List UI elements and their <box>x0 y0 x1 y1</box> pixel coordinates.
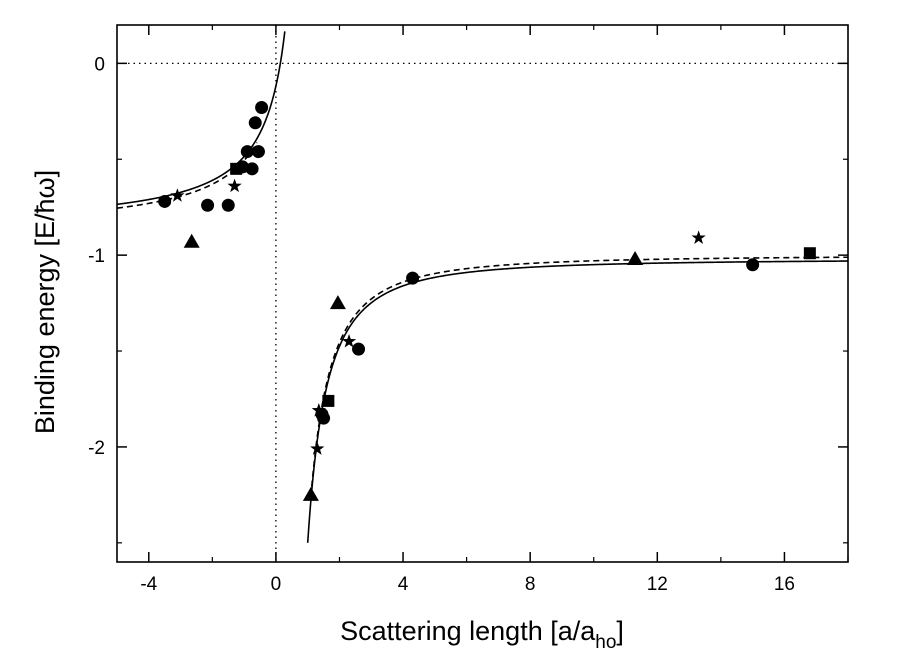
circle-marker <box>746 258 760 272</box>
triangle-marker <box>183 233 200 248</box>
circle-marker <box>352 342 366 356</box>
dashed-curve-negative-branch <box>117 142 258 209</box>
circle-marker <box>240 145 254 159</box>
triangle-marker <box>329 295 346 310</box>
circle-marker <box>251 145 265 159</box>
y-tick-label: -2 <box>88 438 105 459</box>
star-marker <box>341 333 357 348</box>
star-marker <box>311 402 326 417</box>
y-tick-label: -1 <box>88 246 105 267</box>
circle-marker <box>406 271 420 285</box>
x-tick-label: 12 <box>647 574 668 595</box>
x-axis-title: Scattering length [a/aho] <box>340 616 624 653</box>
triangle-marker <box>302 486 319 501</box>
circle-marker <box>317 411 331 425</box>
circle-marker <box>248 116 262 130</box>
y-axis-title: Binding energy [E/ħω] <box>30 170 60 434</box>
circle-marker <box>245 162 259 176</box>
circle-marker <box>201 198 215 212</box>
star-marker <box>227 178 242 193</box>
x-axis-title-end: ] <box>616 616 624 646</box>
x-tick-label: 16 <box>774 574 795 595</box>
x-tick-label: 0 <box>271 574 282 595</box>
y-tick-label: 0 <box>94 54 105 75</box>
x-axis-title-main: Scattering length [a/a <box>340 616 596 646</box>
dashed-curve-positive-branch <box>310 256 848 497</box>
circle-marker <box>255 100 269 114</box>
plot-frame <box>116 24 849 563</box>
axes: -4 0 4 8 12 16 0 -1 -2 <box>88 24 849 595</box>
x-tick-label: -4 <box>140 574 157 595</box>
solid-curve-positive-branch <box>306 260 848 543</box>
data-point-markers <box>158 100 816 501</box>
triangle-marker <box>627 250 644 265</box>
circle-marker <box>221 198 235 212</box>
data-marks <box>117 25 848 562</box>
circle-marker <box>158 194 172 208</box>
axis-labels: Scattering length [a/aho] Binding energy… <box>30 170 624 653</box>
star-marker <box>170 188 185 202</box>
square-marker <box>230 162 243 175</box>
x-axis-title-subscript: ho <box>595 632 616 653</box>
star-marker <box>691 230 706 244</box>
x-tick-label: 4 <box>398 574 409 595</box>
square-marker <box>322 394 335 407</box>
x-tick-label: 8 <box>525 574 536 595</box>
star-marker <box>310 441 325 455</box>
square-marker <box>803 247 816 260</box>
solid-curve-negative-branch <box>117 31 286 206</box>
